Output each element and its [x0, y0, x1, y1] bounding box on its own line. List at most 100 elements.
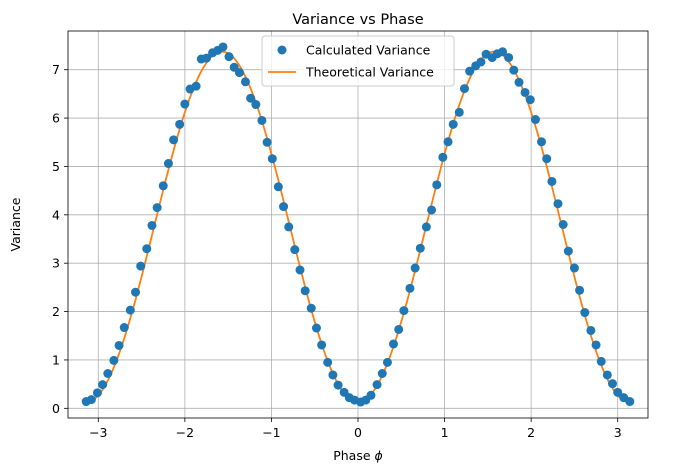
y-tick-label: 6 — [52, 111, 60, 126]
calculated-variance-point — [613, 387, 623, 397]
calculated-variance-point — [399, 306, 409, 316]
x-axis-label-text: Phase — [333, 448, 371, 463]
calculated-variance-point — [547, 176, 557, 186]
calculated-variance-point — [109, 355, 119, 365]
calculated-variance-point — [530, 115, 540, 125]
calculated-variance-point — [279, 202, 289, 212]
calculated-variance-point — [415, 243, 425, 253]
calculated-variance-point — [218, 42, 228, 52]
calculated-variance-point — [586, 325, 596, 335]
calculated-variance-point — [317, 340, 327, 350]
calculated-variance-point — [625, 397, 635, 407]
calculated-variance-point — [240, 77, 250, 87]
calculated-variance-point — [427, 205, 437, 215]
calculated-variance-point — [366, 390, 376, 400]
calculated-variance-point — [98, 380, 108, 390]
calculated-variance-point — [131, 287, 141, 297]
calculated-variance-point — [136, 261, 146, 271]
calculated-variance-point — [448, 119, 458, 129]
calculated-variance-point — [328, 370, 338, 380]
calculated-variance-point — [114, 340, 124, 350]
calculated-variance-point — [295, 265, 305, 275]
calculated-variance-point — [311, 323, 321, 333]
x-axis-label: Phase ϕ — [333, 448, 383, 463]
calculated-variance-point — [388, 339, 398, 349]
y-axis-label: Variance — [8, 197, 23, 251]
calculated-variance-point — [525, 95, 535, 105]
x-axis-label-symbol: ϕ — [375, 448, 383, 463]
calculated-variance-point — [267, 154, 277, 164]
calculated-variance-point — [333, 380, 343, 390]
y-tick-label: 1 — [52, 352, 60, 367]
calculated-variance-point — [125, 305, 135, 315]
calculated-variance-point — [306, 303, 316, 313]
x-tick-label: −2 — [176, 425, 194, 440]
x-axis-ticks: −3 −2 −1 0 1 2 3 — [89, 418, 622, 440]
calculated-variance-point — [553, 199, 563, 209]
calculated-variance-point — [575, 285, 585, 295]
x-tick-label: 2 — [527, 425, 535, 440]
calculated-variance-point — [158, 181, 168, 191]
calculated-variance-point — [251, 100, 261, 110]
y-tick-label: 4 — [52, 207, 60, 222]
x-tick-label: −3 — [89, 425, 107, 440]
calculated-variance-point — [602, 370, 612, 380]
calculated-variance-point — [432, 180, 442, 190]
calculated-variance-point — [509, 65, 519, 75]
calculated-variance-point — [608, 379, 618, 389]
legend-marker-calculated — [277, 45, 287, 55]
calculated-variance-point — [558, 220, 568, 229]
calculated-variance-point — [147, 220, 157, 230]
calculated-variance-point — [454, 107, 464, 117]
calculated-variance-point — [191, 81, 201, 91]
y-tick-label: 3 — [52, 256, 60, 271]
x-tick-label: 3 — [614, 425, 622, 440]
x-tick-label: 0 — [354, 425, 362, 440]
calculated-variance-point — [520, 87, 530, 97]
calculated-variance-point — [103, 369, 113, 378]
y-axis-ticks: 0 1 2 3 4 5 6 7 — [52, 62, 68, 416]
calculated-variance-point — [377, 369, 387, 378]
calculated-variance-point — [284, 222, 294, 232]
calculated-variance-point — [443, 137, 453, 147]
calculated-variance-point — [542, 154, 552, 164]
y-tick-label: 2 — [52, 304, 60, 319]
calculated-variance-point — [394, 324, 404, 334]
scatter-layer — [81, 42, 635, 407]
calculated-variance-point — [459, 84, 469, 94]
calculated-variance-point — [476, 57, 486, 67]
calculated-variance-point — [382, 357, 392, 367]
calculated-variance-point — [234, 68, 244, 78]
calculated-variance-point — [323, 357, 333, 367]
legend-label-theoretical: Theoretical Variance — [305, 65, 434, 80]
calculated-variance-point — [246, 93, 256, 103]
calculated-variance-point — [438, 152, 448, 162]
y-tick-label: 5 — [52, 159, 60, 174]
y-tick-label: 7 — [52, 62, 60, 77]
calculated-variance-point — [563, 246, 573, 256]
calculated-variance-point — [202, 53, 212, 63]
calculated-variance-point — [257, 115, 267, 125]
calculated-variance-point — [86, 395, 96, 405]
calculated-variance-point — [92, 388, 102, 398]
calculated-variance-point — [410, 263, 420, 273]
calculated-variance-point — [142, 244, 152, 254]
legend-label-calculated: Calculated Variance — [306, 43, 431, 58]
legend-box — [261, 35, 455, 87]
calculated-variance-point — [591, 340, 601, 350]
legend: Calculated Variance Theoretical Variance — [261, 35, 455, 87]
calculated-variance-point — [119, 323, 129, 333]
x-tick-label: −1 — [262, 425, 280, 440]
chart-title: Variance vs Phase — [292, 12, 423, 28]
calculated-variance-point — [537, 137, 547, 147]
calculated-variance-point — [180, 99, 190, 109]
calculated-variance-point — [596, 356, 606, 366]
calculated-variance-point — [421, 222, 431, 232]
calculated-variance-point — [580, 308, 590, 318]
calculated-variance-point — [514, 77, 524, 87]
calculated-variance-point — [224, 52, 234, 62]
calculated-variance-point — [152, 203, 162, 213]
calculated-variance-point — [175, 119, 185, 129]
calculated-variance-point — [290, 245, 300, 255]
